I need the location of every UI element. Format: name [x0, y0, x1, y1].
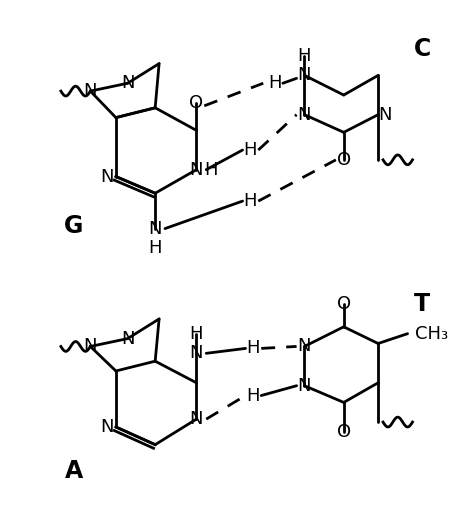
Text: O: O — [337, 151, 351, 169]
Text: H: H — [244, 141, 257, 159]
Text: N: N — [190, 345, 203, 362]
Text: H: H — [190, 325, 203, 342]
Text: N: N — [100, 168, 114, 185]
Text: N: N — [121, 74, 134, 92]
Text: H: H — [247, 387, 260, 405]
Text: N: N — [190, 410, 203, 428]
Text: N: N — [298, 377, 311, 395]
Text: G: G — [64, 213, 84, 238]
Text: N: N — [121, 329, 134, 348]
Text: N: N — [298, 337, 311, 355]
Text: O: O — [337, 423, 351, 441]
Text: A: A — [64, 459, 83, 483]
Text: N: N — [148, 220, 162, 238]
Text: CH₃: CH₃ — [415, 325, 449, 342]
Text: N: N — [298, 105, 311, 124]
Text: T: T — [414, 292, 430, 316]
Text: N: N — [190, 161, 203, 179]
Text: C: C — [414, 37, 431, 61]
Text: O: O — [189, 94, 203, 112]
Text: N: N — [84, 82, 97, 100]
Text: O: O — [337, 295, 351, 313]
Text: H: H — [204, 161, 218, 179]
Text: H: H — [268, 74, 282, 92]
Text: H: H — [298, 47, 311, 65]
Text: H: H — [244, 192, 257, 210]
Text: N: N — [298, 66, 311, 85]
Text: N: N — [84, 337, 97, 355]
Text: H: H — [148, 239, 162, 257]
Text: N: N — [100, 418, 114, 436]
Text: H: H — [247, 339, 260, 358]
Text: N: N — [378, 105, 392, 124]
